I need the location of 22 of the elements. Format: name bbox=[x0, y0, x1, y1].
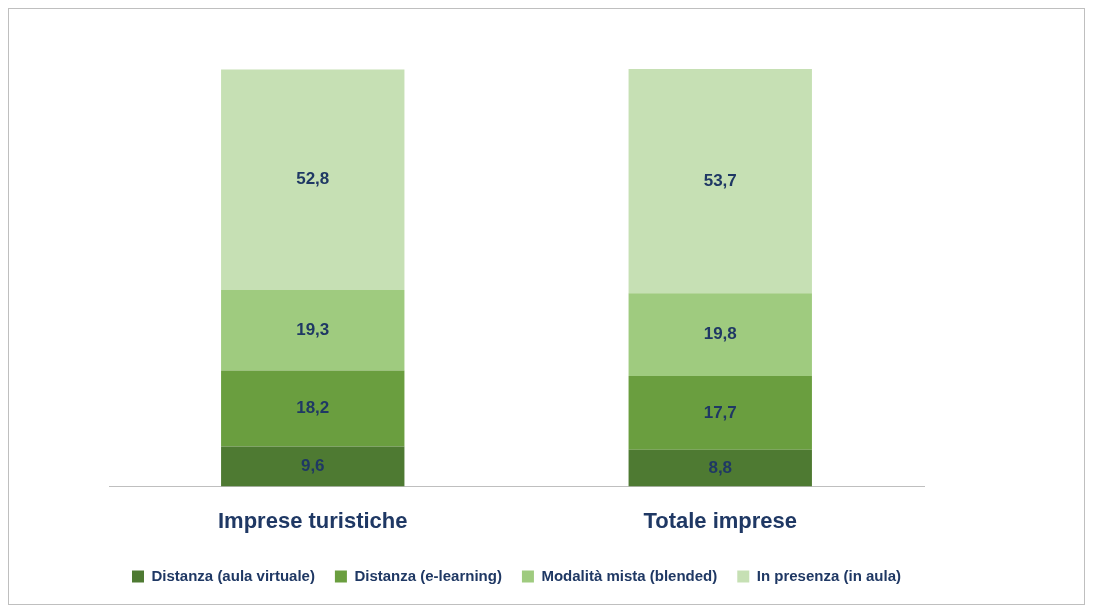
x-tick-label: Imprese turistiche bbox=[217, 507, 408, 533]
bar bbox=[628, 293, 812, 376]
bar bbox=[628, 69, 812, 294]
legend-label: Modalità mista (blended) bbox=[541, 566, 718, 584]
data-label: 17,7 bbox=[703, 402, 737, 422]
legend-label: Distanza (e-learning) bbox=[354, 566, 502, 584]
legend-label: Distanza (aula virtuale) bbox=[151, 566, 315, 584]
bar bbox=[628, 375, 812, 450]
data-label: 19,3 bbox=[296, 319, 330, 339]
x-tick-label: Totale imprese bbox=[643, 507, 798, 533]
data-label: 52,8 bbox=[296, 169, 330, 189]
bar bbox=[221, 69, 405, 290]
bar bbox=[221, 446, 405, 487]
data-label: 8,8 bbox=[708, 457, 733, 477]
data-label: 53,7 bbox=[703, 170, 737, 190]
bar bbox=[221, 289, 405, 371]
bar bbox=[221, 370, 405, 447]
bar bbox=[628, 449, 812, 487]
data-label: 19,8 bbox=[703, 324, 737, 344]
legend-label: In presenza (in aula) bbox=[756, 566, 901, 584]
data-label: 9,6 bbox=[300, 456, 325, 476]
data-label: 18,2 bbox=[296, 398, 330, 418]
